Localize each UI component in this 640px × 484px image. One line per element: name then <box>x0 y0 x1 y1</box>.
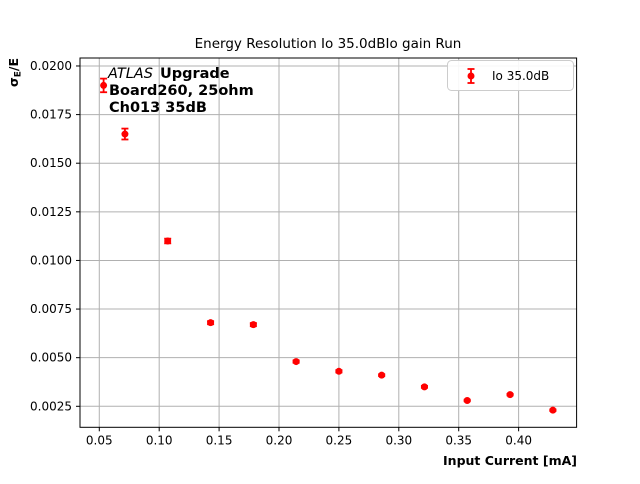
legend-box <box>447 60 574 91</box>
legend: Io 35.0dB <box>447 60 574 91</box>
x-tick-label: 0.40 <box>505 433 532 447</box>
data-point <box>207 319 215 327</box>
x-tick-label: 0.25 <box>326 433 353 447</box>
y-tick-label: 0.0025 <box>30 399 72 413</box>
data-series-layer <box>100 77 557 414</box>
y-tick-label: 0.0100 <box>30 253 72 267</box>
annotation-line-1: ATLAS Upgrade <box>107 66 230 82</box>
annotation-line-3: Ch013 35dB <box>109 100 207 116</box>
data-point <box>100 81 108 89</box>
x-tick-label: 0.35 <box>445 433 472 447</box>
x-tick-label: 0.20 <box>266 433 293 447</box>
x-tick-label: 0.30 <box>385 433 412 447</box>
grid-layer <box>80 58 577 428</box>
data-point <box>335 367 343 375</box>
y-tick-label: 0.0075 <box>30 302 72 316</box>
y-label-subscript: E <box>14 71 24 77</box>
tick-layer: 0.05 0.10 0.15 0.20 0.25 0.30 0.35 0.40 0.0025 0.… <box>30 59 532 447</box>
y-tick-label: 0.0175 <box>30 108 72 122</box>
y-axis-label: σE/E <box>6 58 24 87</box>
legend-errorbar-icon <box>467 68 475 84</box>
y-tick-label: 0.0200 <box>30 59 72 73</box>
data-point <box>549 406 557 414</box>
data-point <box>292 358 300 366</box>
plot-annotation: ATLAS Upgrade Board260, 25ohm Ch013 35dB <box>107 66 254 116</box>
legend-marker-dot <box>467 72 475 80</box>
legend-label: Io 35.0dB <box>492 69 549 83</box>
annotation-line-2: Board260, 25ohm <box>109 83 254 99</box>
y-label-sigma: σ <box>6 77 21 87</box>
x-axis-label: Input Current [mA] <box>443 453 577 468</box>
y-tick-label: 0.0150 <box>30 156 72 170</box>
plot-area-border <box>79 57 578 428</box>
data-point <box>378 371 386 379</box>
chart-title: Energy Resolution Io 35.0dBIo gain Run <box>195 36 462 52</box>
x-tick-label: 0.05 <box>86 433 113 447</box>
annotation-atlas: ATLAS <box>107 66 153 82</box>
y-tick-label: 0.0050 <box>30 351 72 365</box>
data-point <box>506 391 514 399</box>
annotation-upgrade: Upgrade <box>160 66 230 82</box>
x-tick-label: 0.10 <box>146 433 173 447</box>
y-label-rest: /E <box>6 58 21 71</box>
data-point <box>420 383 428 391</box>
y-tick-label: 0.0125 <box>30 205 72 219</box>
data-point <box>121 130 129 138</box>
x-tick-label: 0.15 <box>206 433 233 447</box>
data-point <box>463 396 471 404</box>
data-point <box>164 237 172 245</box>
data-point <box>249 321 257 329</box>
